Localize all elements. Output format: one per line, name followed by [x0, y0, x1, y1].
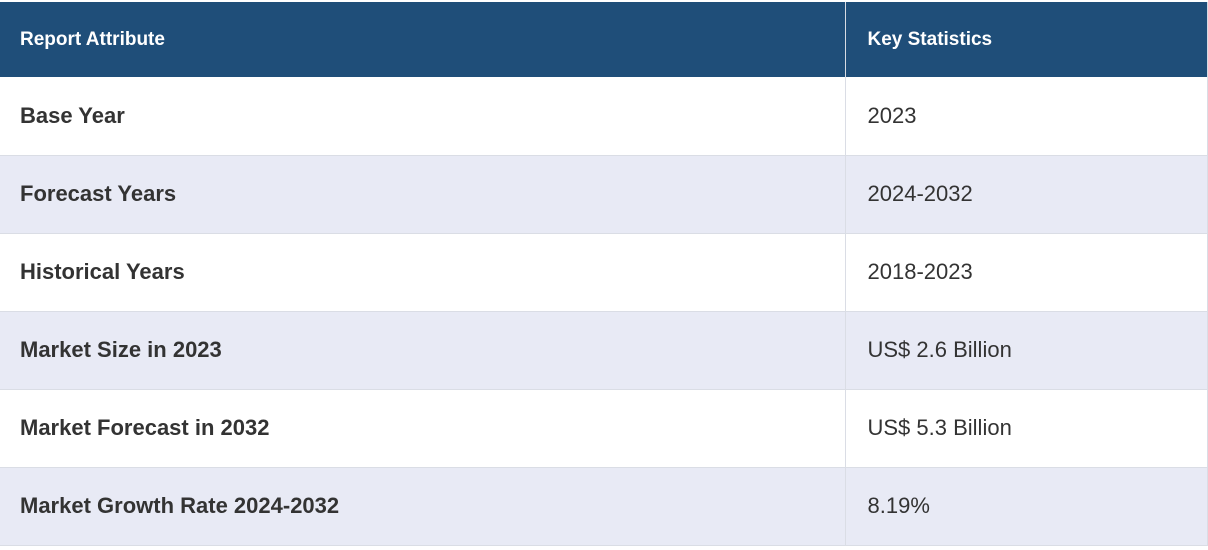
table-row: Market Growth Rate 2024-2032 8.19% — [0, 467, 1208, 546]
value-cell: US$ 5.3 Billion — [845, 389, 1208, 468]
attribute-cell: Base Year — [0, 77, 846, 156]
header-row: Report Attribute Key Statistics — [0, 2, 1208, 77]
header-key-statistics: Key Statistics — [845, 2, 1208, 77]
value-cell: 8.19% — [845, 467, 1208, 546]
attribute-cell: Forecast Years — [0, 155, 846, 234]
value-cell: US$ 2.6 Billion — [845, 311, 1208, 390]
attribute-cell: Market Size in 2023 — [0, 311, 846, 390]
attribute-cell: Market Growth Rate 2024-2032 — [0, 467, 846, 546]
table-row: Base Year 2023 — [0, 77, 1208, 156]
value-cell: 2018-2023 — [845, 233, 1208, 312]
attribute-cell: Historical Years — [0, 233, 846, 312]
table-row: Forecast Years 2024-2032 — [0, 155, 1208, 234]
value-cell: 2024-2032 — [845, 155, 1208, 234]
table-header: Report Attribute Key Statistics — [0, 2, 1208, 77]
attribute-cell: Market Forecast in 2032 — [0, 389, 846, 468]
table-row: Historical Years 2018-2023 — [0, 233, 1208, 312]
value-cell: 2023 — [845, 77, 1208, 156]
header-report-attribute: Report Attribute — [0, 2, 846, 77]
table-row: Market Forecast in 2032 US$ 5.3 Billion — [0, 389, 1208, 468]
table-body: Base Year 2023 Forecast Years 2024-2032 … — [0, 77, 1208, 546]
table-row: Market Size in 2023 US$ 2.6 Billion — [0, 311, 1208, 390]
